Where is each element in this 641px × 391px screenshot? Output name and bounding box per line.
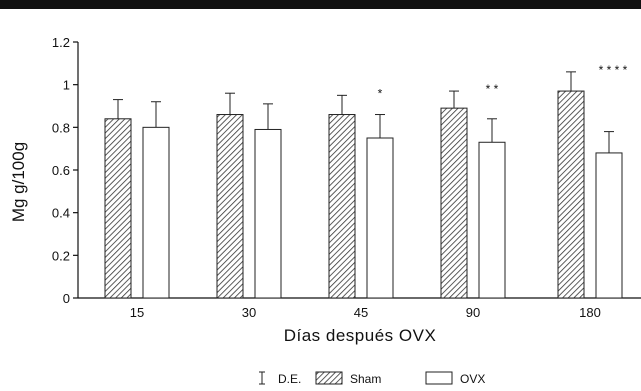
x-tick-label: 45 — [354, 305, 368, 320]
legend-sham-label: Sham — [350, 372, 381, 386]
y-tick-label: 0.8 — [52, 120, 70, 135]
bar-sham-30 — [216, 114, 244, 299]
y-tick-label: 1 — [63, 78, 70, 93]
x-tick-label: 180 — [579, 305, 601, 320]
x-tick-label: 15 — [130, 305, 144, 320]
y-axis-ticks: 0 0.2 0.4 0.6 0.8 1 1.2 — [52, 35, 78, 306]
legend-ovx-label: OVX — [460, 372, 485, 386]
bar-sham-15 — [104, 118, 132, 299]
bar-ovx-30 — [254, 128, 282, 299]
bar-sham-45 — [328, 114, 356, 299]
y-tick-label: 0.4 — [52, 206, 70, 221]
bars-layer — [104, 71, 623, 299]
y-tick-label: 0.6 — [52, 163, 70, 178]
bar-ovx-45 — [366, 137, 394, 299]
bar-sham-180 — [557, 90, 585, 299]
legend-sham-swatch — [315, 371, 343, 385]
significance-marker: * — [378, 86, 383, 100]
significance-markers: * * * * * * * — [378, 63, 628, 100]
legend-ovx-swatch — [425, 371, 453, 385]
bar-ovx-180 — [595, 152, 623, 299]
y-tick-label: 0.2 — [52, 248, 70, 263]
error-bar-legend-icon — [259, 371, 265, 385]
x-axis-title: Días después OVX — [284, 326, 437, 345]
bar-ovx-15 — [142, 126, 170, 299]
bar-ovx-90 — [478, 141, 506, 299]
y-tick-label: 0 — [63, 291, 70, 306]
y-axis-title: Mg g/100g — [9, 142, 28, 222]
legend: D.E. Sham OVX — [259, 371, 485, 386]
top-border-band — [0, 0, 641, 9]
legend-error-label: D.E. — [278, 372, 301, 386]
y-tick-label: 1.2 — [52, 35, 70, 50]
x-tick-label: 30 — [242, 305, 256, 320]
x-tick-label: 90 — [466, 305, 480, 320]
significance-marker: * * * * — [599, 63, 628, 77]
bar-sham-90 — [440, 107, 468, 299]
significance-marker: * * — [486, 82, 499, 96]
x-tick-labels: 15 30 45 90 180 — [130, 305, 601, 320]
